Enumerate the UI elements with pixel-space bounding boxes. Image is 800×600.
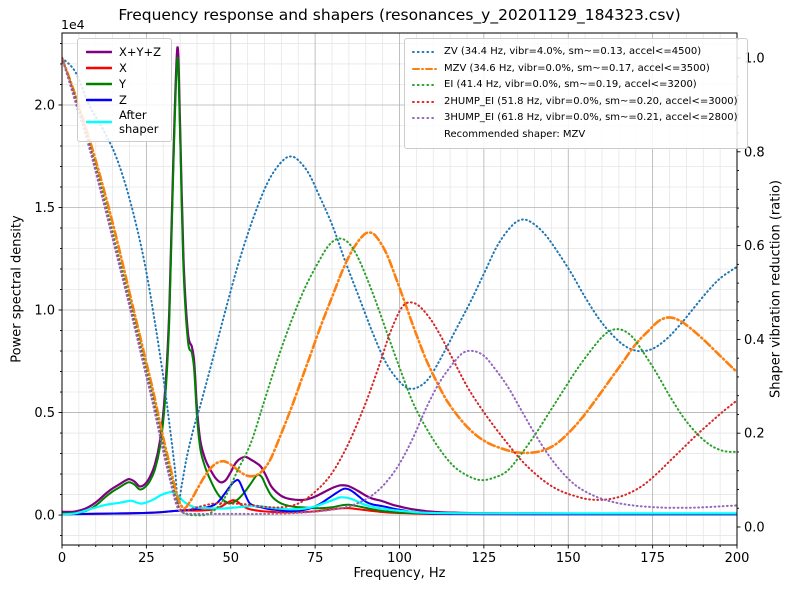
svg-text:0.8: 0.8 bbox=[744, 145, 765, 160]
2hump-ei-line-swatch bbox=[412, 100, 437, 103]
legend-label-2hump-ei: 2HUMP_EI (51.8 Hz, vibr=0.0%, sm~=0.20, … bbox=[444, 95, 738, 107]
svg-text:0.5: 0.5 bbox=[34, 406, 55, 421]
legend-item-zv: ZV (34.4 Hz, vibr=4.0%, sm~=0.13, accel<… bbox=[412, 44, 738, 61]
legend-label-3hump-ei: 3HUMP_EI (61.8 Hz, vibr=0.0%, sm~=0.21, … bbox=[444, 112, 738, 124]
svg-text:1.0: 1.0 bbox=[34, 304, 55, 319]
mzv-line-swatch bbox=[412, 67, 437, 70]
legend-label-y: Y bbox=[119, 77, 127, 91]
z-line-swatch bbox=[86, 98, 112, 102]
svg-text:75: 75 bbox=[307, 551, 324, 566]
svg-text:50: 50 bbox=[222, 551, 239, 566]
svg-text:125: 125 bbox=[471, 551, 496, 566]
3hump-ei-line-swatch bbox=[412, 117, 437, 120]
svg-text:100: 100 bbox=[387, 551, 412, 566]
recommended-shaper-note: Recommended shaper: MZV bbox=[444, 128, 586, 140]
legend-label-zv: ZV (34.4 Hz, vibr=4.0%, sm~=0.13, accel<… bbox=[444, 46, 702, 58]
svg-text:175: 175 bbox=[640, 551, 665, 566]
svg-text:2.0: 2.0 bbox=[34, 98, 55, 113]
legend-label-xyz: X+Y+Z bbox=[119, 45, 162, 59]
svg-text:0.2: 0.2 bbox=[744, 427, 765, 442]
svg-text:0.0: 0.0 bbox=[34, 509, 55, 524]
svg-text:1.5: 1.5 bbox=[34, 201, 55, 216]
shaper-legend: ZV (34.4 Hz, vibr=4.0%, sm~=0.13, accel<… bbox=[404, 38, 748, 149]
y-axis-offset-label: 1e4 bbox=[61, 17, 85, 32]
y-line-swatch bbox=[86, 82, 112, 86]
legend-item-3hump-ei: 3HUMP_EI (61.8 Hz, vibr=0.0%, sm~=0.21, … bbox=[412, 110, 738, 127]
left-y-axis-label: Power spectral density bbox=[9, 215, 25, 363]
zv-line-swatch bbox=[412, 51, 437, 54]
right-y-axis-label: Shaper vibration reduction (ratio) bbox=[768, 180, 784, 398]
svg-text:150: 150 bbox=[556, 551, 581, 566]
svg-text:0.0: 0.0 bbox=[744, 520, 765, 535]
legend-item-y: Y bbox=[86, 76, 161, 92]
xyz-line-swatch bbox=[86, 50, 112, 54]
x-line-swatch bbox=[86, 66, 112, 70]
legend-item-after-shaper: After shaper bbox=[86, 108, 161, 136]
legend-item-ei: EI (41.4 Hz, vibr=0.0%, sm~=0.19, accel<… bbox=[412, 77, 738, 94]
x-axis-label: Frequency, Hz bbox=[353, 566, 446, 581]
legend-label-x: X bbox=[119, 61, 127, 75]
legend-item-xyz: X+Y+Z bbox=[86, 44, 161, 60]
legend-label-z: Z bbox=[119, 93, 127, 107]
psd-legend: X+Y+Z X Y Z After shaper bbox=[77, 38, 173, 142]
svg-text:0.4: 0.4 bbox=[744, 333, 765, 348]
chart-title: Frequency response and shapers (resonanc… bbox=[118, 6, 681, 24]
svg-text:25: 25 bbox=[138, 551, 155, 566]
after-shaper-line-swatch bbox=[86, 120, 112, 124]
legend-label-ei: EI (41.4 Hz, vibr=0.0%, sm~=0.19, accel<… bbox=[444, 79, 697, 91]
legend-label-mzv: MZV (34.6 Hz, vibr=0.0%, sm~=0.17, accel… bbox=[444, 62, 710, 74]
svg-text:200: 200 bbox=[725, 551, 750, 566]
legend-item-2hump-ei: 2HUMP_EI (51.8 Hz, vibr=0.0%, sm~=0.20, … bbox=[412, 94, 738, 111]
ei-line-swatch bbox=[412, 84, 437, 87]
svg-text:0: 0 bbox=[58, 551, 66, 566]
svg-text:1.0: 1.0 bbox=[744, 51, 765, 66]
legend-item-x: X bbox=[86, 60, 161, 76]
legend-recommendation-row: Recommended shaper: MZV bbox=[412, 127, 738, 144]
svg-text:0.6: 0.6 bbox=[744, 239, 765, 254]
legend-label-after-shaper: After shaper bbox=[119, 108, 159, 136]
legend-item-z: Z bbox=[86, 92, 161, 108]
legend-item-mzv: MZV (34.6 Hz, vibr=0.0%, sm~=0.17, accel… bbox=[412, 61, 738, 78]
